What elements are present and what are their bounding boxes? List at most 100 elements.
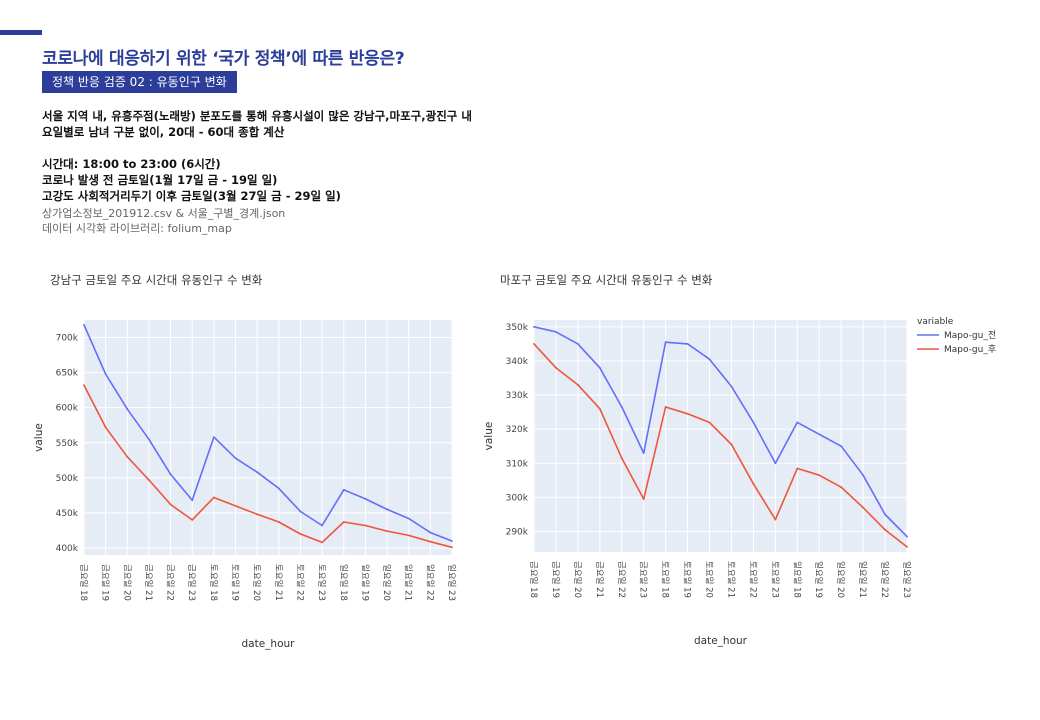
gangnam-chart-title: 강남구 금토일 주요 시간대 유동인구 수 변화 <box>50 273 263 287</box>
x-tick-label: 토요일 23 <box>769 561 779 598</box>
data-point <box>83 324 85 326</box>
data-point <box>212 496 215 499</box>
data-point <box>234 457 237 460</box>
x-tick-label: 토요일 23 <box>316 564 326 601</box>
data-point <box>840 486 843 489</box>
x-tick-label: 금요일 20 <box>121 564 131 601</box>
y-axis-title: value <box>33 423 45 452</box>
data-point <box>407 517 410 520</box>
x-tick-label: 금요일 19 <box>100 564 110 601</box>
x-tick-label: 일요일 21 <box>403 564 413 601</box>
y-tick-label: 300k <box>506 493 529 503</box>
series-line-0 <box>533 326 908 538</box>
data-point <box>104 373 107 375</box>
x-tick-label: 토요일 20 <box>704 561 714 598</box>
x-tick-label: 토요일 21 <box>273 564 283 601</box>
x-tick-label: 금요일 18 <box>78 564 88 601</box>
y-axis-title: value <box>483 422 495 451</box>
data-point <box>342 521 345 523</box>
legend-label-0: Mapo-gu_전 <box>944 330 996 341</box>
data-point <box>555 366 557 369</box>
x-tick-label: 금요일 22 <box>616 561 626 598</box>
data-point <box>299 533 302 535</box>
data-point <box>752 421 755 424</box>
data-point <box>840 445 843 448</box>
x-tick-label: 금요일 18 <box>528 561 538 598</box>
accent-bar <box>0 30 42 35</box>
section-label: 정책 반응 검증 02 : 유동인구 변화 <box>42 71 237 93</box>
x-tick-label: 금요일 21 <box>143 564 153 601</box>
mapo-chart-title: 마포구 금토일 주요 시간대 유동인구 수 변화 <box>500 273 713 287</box>
data-point <box>862 506 865 509</box>
data-point <box>642 498 645 501</box>
data-point <box>126 408 129 410</box>
y-tick-label: 310k <box>506 459 529 469</box>
x-tick-label: 토요일 19 <box>682 561 692 598</box>
data-point <box>148 479 150 481</box>
data-point <box>451 540 453 542</box>
mapo-line-chart: 290k 300k 310k 320k 330k 340k 350k 금요일 18 금요일 19… <box>483 317 996 647</box>
x-tick-label: 토요일 20 <box>251 564 261 601</box>
x-tick-label: 일요일 21 <box>857 561 867 598</box>
y-tick-label: 320k <box>506 425 529 435</box>
data-point <box>321 524 324 527</box>
x-tick-label: 금요일 22 <box>165 564 175 601</box>
gangnam-line-chart: 400k 450k 500k 550k 600k 650k 700k 금요일 18 금요일 19… <box>33 320 456 650</box>
y-tick-label: 400k <box>56 544 79 554</box>
data-point <box>191 499 194 502</box>
data-point <box>429 531 432 534</box>
x-tick-label: 일요일 18 <box>791 561 801 598</box>
data-point <box>906 535 908 538</box>
data-point <box>342 488 345 491</box>
x-tick-label: 토요일 19 <box>230 564 240 601</box>
data-point <box>299 510 302 513</box>
data-point <box>148 438 150 441</box>
data-point <box>364 497 367 500</box>
data-point <box>884 513 886 516</box>
y-tick-label: 290k <box>506 528 529 538</box>
data-point <box>386 530 388 533</box>
x-tick-label: 금요일 21 <box>594 561 604 598</box>
x-tick-label: 일요일 18 <box>338 564 348 601</box>
source-library-text: 데이터 시각화 라이브러리: folium_map <box>42 222 232 235</box>
data-point <box>429 540 432 543</box>
legend-label-1: Mapo-gu_후 <box>944 344 996 355</box>
x-tick-label: 일요일 19 <box>359 564 369 601</box>
x-tick-label: 금요일 23 <box>186 564 196 601</box>
data-point <box>664 341 667 344</box>
x-tick-label: 일요일 22 <box>879 561 889 598</box>
data-point <box>642 452 645 454</box>
data-point <box>256 471 259 474</box>
data-point <box>256 513 259 516</box>
data-point <box>104 426 107 429</box>
data-point <box>818 474 821 477</box>
data-point <box>555 331 557 333</box>
x-tick-label: 금요일 20 <box>572 561 582 598</box>
data-point <box>796 421 799 424</box>
x-axis-title: date_hour <box>242 638 296 650</box>
data-point <box>752 482 755 485</box>
y-tick-label: 340k <box>506 357 529 367</box>
x-tick-label: 토요일 22 <box>294 564 304 601</box>
y-tick-label: 500k <box>56 474 79 484</box>
after-period-text: 고강도 사회적거리두기 이후 금토일(3월 27일 금 - 29일 일) <box>42 189 341 203</box>
data-point <box>664 406 667 408</box>
data-point <box>321 541 324 544</box>
series-line-1 <box>533 343 908 548</box>
data-point <box>386 508 388 511</box>
x-tick-label: 토요일 22 <box>747 561 757 598</box>
x-tick-label: 일요일 20 <box>381 564 391 601</box>
x-tick-label: 금요일 23 <box>638 561 648 598</box>
data-point <box>686 412 689 415</box>
data-point <box>620 406 623 408</box>
data-point <box>576 383 579 386</box>
x-axis-title: date_hour <box>694 635 748 647</box>
data-point <box>191 519 194 521</box>
data-point <box>169 503 172 506</box>
data-point <box>533 342 535 345</box>
description-line-2: 요일별로 남녀 구분 없이, 20대 - 60대 종합 계산 <box>42 125 285 139</box>
data-point <box>598 366 601 369</box>
data-point <box>730 385 733 388</box>
plot-area <box>84 320 452 555</box>
data-point <box>818 433 821 436</box>
